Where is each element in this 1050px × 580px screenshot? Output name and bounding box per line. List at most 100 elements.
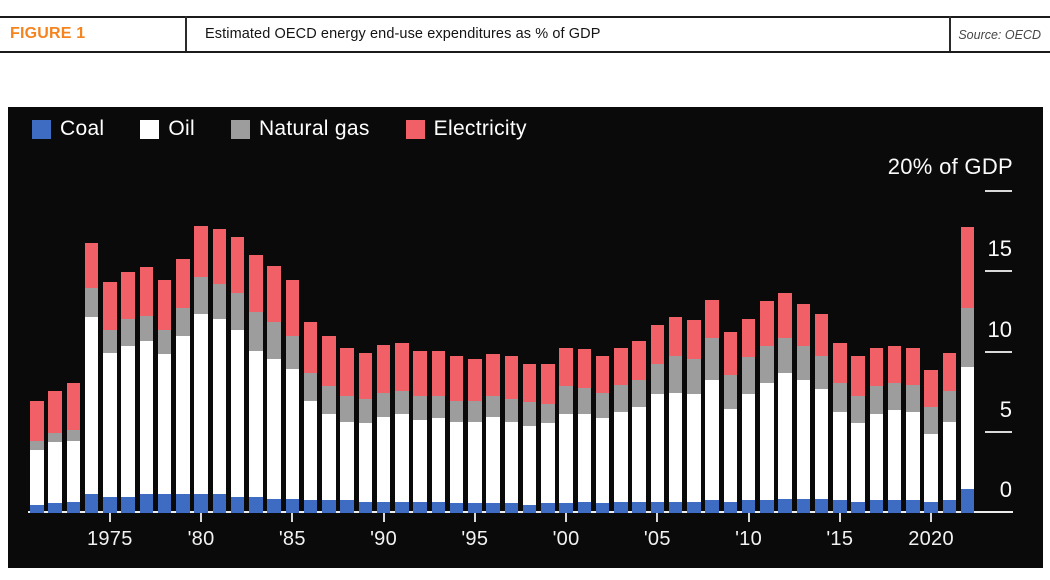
bar-1996-segment-natural-gas	[486, 395, 500, 417]
bar-2007	[687, 320, 701, 513]
bar-1999	[541, 363, 555, 513]
bar-1975	[103, 281, 117, 513]
bar-2002-segment-oil	[595, 418, 610, 504]
bar-2006	[668, 317, 683, 513]
legend-swatch-natural-gas	[230, 119, 250, 139]
bar-2009-segment-oil	[723, 408, 738, 502]
bar-2004-segment-natural-gas	[632, 379, 646, 408]
bar-2004-segment-electricity	[632, 341, 646, 380]
bar-1993-segment-electricity	[431, 350, 446, 396]
x-tick-mark-2020	[930, 513, 933, 522]
bar-2011-segment-oil	[760, 383, 774, 501]
bar-2009-segment-coal	[723, 501, 738, 513]
bar-1974-segment-coal	[84, 493, 99, 513]
bar-1988-segment-electricity	[340, 347, 354, 396]
bar-1999-segment-oil	[541, 423, 555, 504]
bar-1980	[194, 225, 208, 513]
bar-2008-segment-coal	[705, 500, 719, 513]
bar-1975-segment-oil	[103, 352, 117, 497]
bar-1994-segment-coal	[449, 503, 464, 513]
bar-1985	[285, 280, 300, 513]
bar-1978-segment-electricity	[157, 280, 172, 331]
bar-2017-segment-coal	[869, 500, 884, 513]
bar-1981-segment-coal	[212, 493, 227, 513]
bar-1990-segment-electricity	[376, 344, 391, 393]
x-tick-mark-2005	[656, 513, 659, 522]
bar-2012-segment-natural-gas	[778, 338, 792, 374]
bar-1989-segment-coal	[358, 501, 373, 513]
bar-1987-segment-coal	[322, 500, 336, 513]
bar-2008-segment-oil	[705, 379, 719, 501]
bar-1976	[121, 272, 135, 513]
bar-2006-segment-electricity	[668, 317, 683, 356]
bar-2012-segment-oil	[778, 373, 792, 499]
bar-1980-segment-coal	[194, 493, 208, 513]
bar-1988-segment-natural-gas	[340, 395, 354, 422]
bar-1992-segment-coal	[413, 501, 427, 513]
bar-1979-segment-oil	[176, 336, 190, 494]
bar-1981-segment-oil	[212, 318, 227, 494]
bar-1999-segment-coal	[541, 503, 555, 513]
bar-1978-segment-oil	[157, 354, 172, 494]
bar-2020-segment-oil	[924, 434, 938, 502]
bar-1973-segment-natural-gas	[66, 429, 81, 441]
bar-2022-segment-electricity	[960, 227, 975, 308]
bar-1976-segment-electricity	[121, 272, 135, 319]
bar-1980-segment-natural-gas	[194, 277, 208, 314]
bar-1971-segment-oil	[30, 450, 44, 505]
bar-1973-segment-coal	[66, 501, 81, 513]
bar-1971-segment-natural-gas	[30, 440, 44, 451]
bar-1972-segment-coal	[48, 503, 62, 513]
bar-1993-segment-natural-gas	[431, 395, 446, 419]
bar-2009	[723, 331, 738, 513]
x-tick-mark-1975	[108, 513, 111, 522]
bar-2021-segment-oil	[942, 421, 957, 501]
legend-swatch-electricity	[405, 119, 425, 139]
bar-1985-segment-oil	[285, 368, 300, 499]
bar-1993-segment-coal	[431, 501, 446, 513]
bar-1992-segment-oil	[413, 419, 427, 502]
bar-1984-segment-electricity	[267, 265, 281, 323]
bar-2010	[741, 318, 756, 513]
bar-2007-segment-natural-gas	[687, 358, 701, 395]
bar-2004-segment-oil	[632, 407, 646, 502]
bar-1977-segment-oil	[139, 341, 154, 494]
bar-2019-segment-natural-gas	[906, 384, 920, 412]
bar-1975-segment-electricity	[103, 281, 117, 331]
bar-1977-segment-coal	[139, 493, 154, 513]
bar-2019-segment-oil	[906, 411, 920, 501]
bar-1973-segment-oil	[66, 440, 81, 502]
bar-2000-segment-electricity	[559, 347, 573, 387]
x-tick-label-1995: '95	[461, 528, 489, 550]
header-top-rule	[0, 16, 1050, 18]
bar-1992-segment-natural-gas	[413, 395, 427, 420]
bar-2012-segment-electricity	[778, 293, 792, 339]
bar-1971-segment-coal	[30, 504, 44, 513]
bar-2001	[577, 349, 592, 513]
bar-2013-segment-oil	[796, 379, 811, 499]
bar-1991-segment-oil	[395, 413, 409, 502]
bar-2005-segment-coal	[650, 501, 665, 513]
bar-1987-segment-natural-gas	[322, 386, 336, 414]
bar-2022-segment-oil	[960, 366, 975, 489]
bar-1987-segment-electricity	[322, 336, 336, 387]
bar-2012	[778, 293, 792, 513]
bar-1995-segment-coal	[468, 503, 482, 513]
bar-1985-segment-coal	[285, 498, 300, 513]
legend-item-natural-gas: Natural gas	[230, 117, 370, 141]
bar-1976-segment-coal	[121, 496, 135, 513]
bar-1988	[340, 347, 354, 513]
y-tick-dash-5	[985, 430, 1012, 433]
bar-1995-segment-oil	[468, 421, 482, 504]
bar-2022-segment-coal	[960, 488, 975, 513]
bar-2016-segment-coal	[851, 501, 865, 513]
bar-1982-segment-coal	[230, 496, 245, 513]
bar-2013-segment-natural-gas	[796, 346, 811, 380]
bar-1989	[358, 352, 373, 513]
bar-2011-segment-coal	[760, 500, 774, 513]
bar-1991-segment-coal	[395, 501, 409, 513]
x-tick-label-2005: '05	[643, 528, 671, 550]
bar-1997-segment-coal	[504, 503, 519, 513]
x-tick-label-1975: 1975	[86, 528, 133, 550]
legend-label: Electricity	[433, 117, 527, 140]
